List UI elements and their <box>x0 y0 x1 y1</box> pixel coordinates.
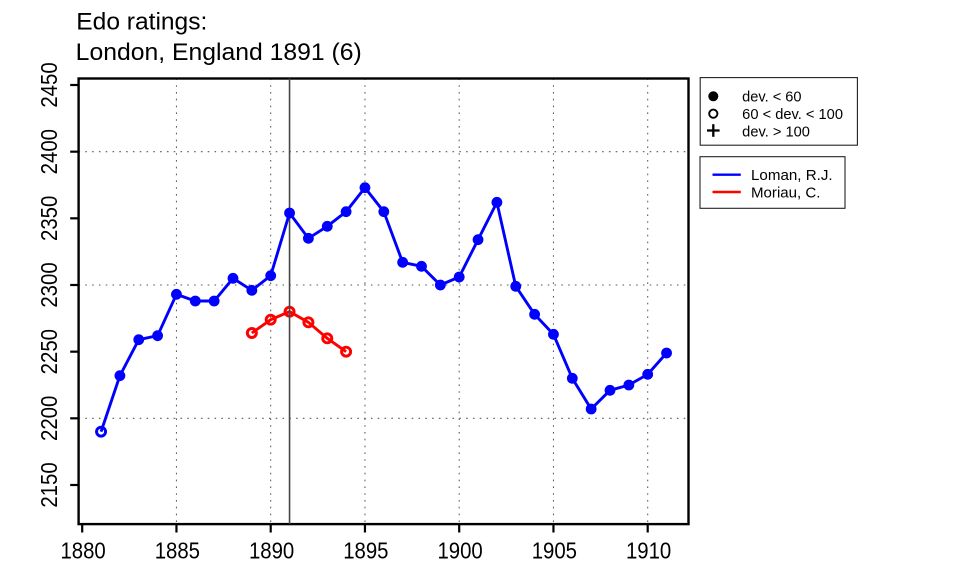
svg-text:1895: 1895 <box>343 537 388 563</box>
svg-text:1905: 1905 <box>532 537 577 563</box>
svg-text:dev. > 100: dev. > 100 <box>742 124 810 140</box>
svg-text:2250: 2250 <box>36 329 62 374</box>
svg-text:2200: 2200 <box>36 396 62 441</box>
svg-text:1910: 1910 <box>626 537 671 563</box>
svg-text:2450: 2450 <box>36 62 62 107</box>
svg-text:2400: 2400 <box>36 129 62 174</box>
svg-text:Moriau, C.: Moriau, C. <box>751 186 821 202</box>
svg-text:60 < dev. < 100: 60 < dev. < 100 <box>742 107 843 123</box>
svg-text:Edo ratings:: Edo ratings: <box>76 8 207 35</box>
svg-text:dev. < 60: dev. < 60 <box>742 90 801 106</box>
svg-text:2300: 2300 <box>36 262 62 307</box>
svg-text:1900: 1900 <box>437 537 482 563</box>
svg-text:1890: 1890 <box>249 537 294 563</box>
svg-text:London, England 1891 (6): London, England 1891 (6) <box>76 39 362 66</box>
svg-text:2150: 2150 <box>36 462 62 507</box>
svg-text:1885: 1885 <box>155 537 200 563</box>
svg-text:2350: 2350 <box>36 196 62 241</box>
svg-text:Loman, R.J.: Loman, R.J. <box>751 168 833 184</box>
svg-text:1880: 1880 <box>60 537 105 563</box>
